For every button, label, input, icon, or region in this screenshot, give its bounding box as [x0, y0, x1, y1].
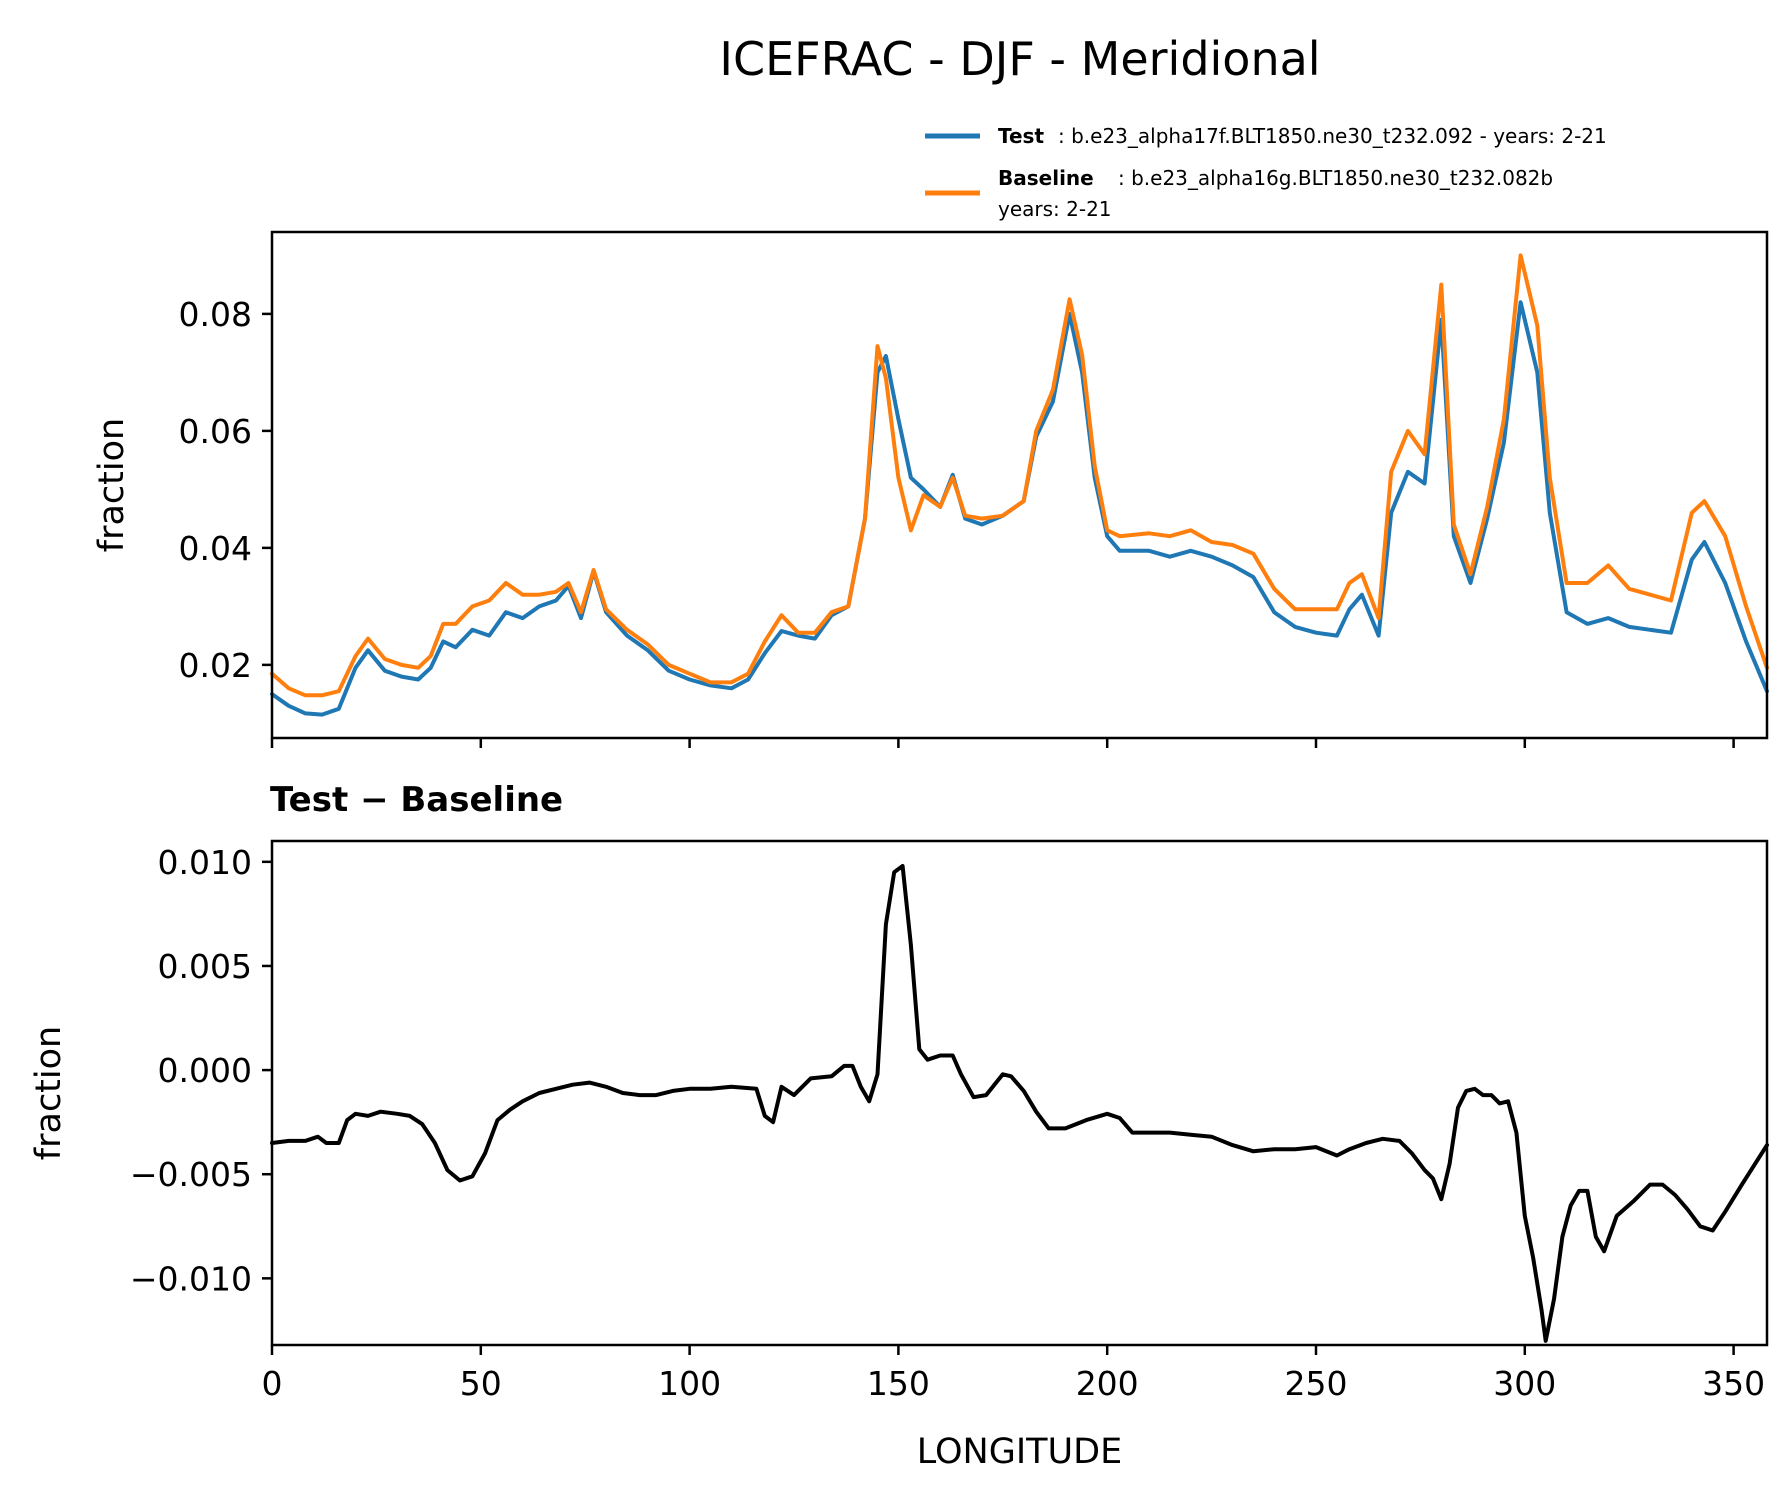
top-panel-frame [270, 230, 1769, 740]
bottom-panel-subtitle: Test − Baseline [270, 780, 563, 820]
x-tick-label: 100 [658, 1364, 721, 1403]
top-panel-lines [270, 253, 1769, 717]
y-tick-label: −0.010 [130, 1259, 252, 1298]
bottom-panel-lines [270, 864, 1769, 1343]
legend-text-baseline: : b.e23_alpha16g.BLT1850.ne30_t232.082b [1118, 166, 1553, 190]
chart-title: ICEFRAC - DJF - Meridional [719, 32, 1320, 86]
y-tick-label: 0.005 [158, 947, 252, 986]
bottom-panel: Test − Baseline 0 50 100 150 200 250 300 350 0.0… [29, 780, 1769, 1472]
legend-label-baseline: Baseline [998, 166, 1094, 190]
top-panel-ticks: 0.02 0.04 0.06 0.08 [179, 295, 1735, 748]
bottom-panel-ylabel: fraction [29, 1026, 69, 1160]
y-tick-label: 0.04 [179, 529, 252, 568]
series-line-test-baseline [270, 864, 1769, 1343]
x-tick-label: 150 [867, 1364, 930, 1403]
x-tick-label: 200 [1076, 1364, 1139, 1403]
bottom-panel-ticks: 0 50 100 150 200 250 300 350 0.010 0.005 0.000 −0.0… [130, 843, 1765, 1403]
x-tick-label: 300 [1493, 1364, 1556, 1403]
legend: Test : b.e23_alpha17f.BLT1850.ne30_t232.… [925, 124, 1607, 221]
y-tick-label: 0.02 [179, 646, 252, 685]
y-tick-label: −0.005 [130, 1155, 252, 1194]
y-tick-label: 0.08 [179, 295, 252, 334]
bottom-panel-xlabel: LONGITUDE [917, 1432, 1123, 1472]
y-tick-label: 0.010 [158, 843, 252, 882]
top-panel-ylabel: fraction [92, 418, 132, 552]
y-tick-label: 0.000 [158, 1051, 252, 1090]
bottom-panel-frame [270, 839, 1769, 1347]
y-tick-label: 0.06 [179, 412, 252, 451]
x-tick-label: 250 [1284, 1364, 1347, 1403]
series-line-baseline [270, 253, 1769, 698]
legend-text2-baseline: years: 2-21 [998, 197, 1112, 221]
x-tick-label: 0 [262, 1364, 283, 1403]
legend-label-test: Test [998, 124, 1044, 148]
series-line-test [270, 300, 1769, 717]
legend-text-test: : b.e23_alpha17f.BLT1850.ne30_t232.092 -… [1058, 124, 1607, 148]
x-tick-label: 350 [1702, 1364, 1765, 1403]
top-panel: 0.02 0.04 0.06 0.08 fraction [92, 230, 1769, 748]
x-tick-label: 50 [460, 1364, 502, 1403]
